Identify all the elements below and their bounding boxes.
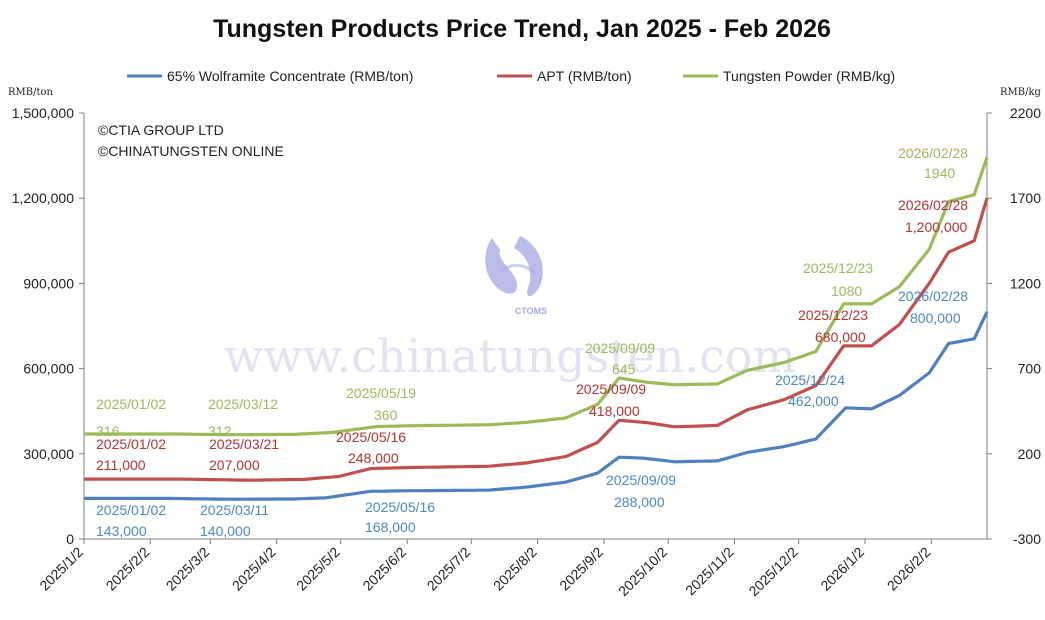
right-tick-label: 1200: [1010, 275, 1041, 291]
right-tick-label: -300: [1013, 531, 1041, 547]
credit-line-1: ©CTIA GROUP LTD: [98, 122, 224, 138]
annotation-date: 2025/05/19: [346, 385, 416, 401]
annotation-date: 2025/05/16: [336, 429, 406, 445]
x-tick-label: 2025/11/2: [682, 544, 737, 599]
annotation-date: 2025/05/16: [365, 499, 435, 515]
annotation-value: 211,000: [96, 457, 146, 473]
right-tick-label: 700: [1018, 361, 1042, 377]
annotation-date: 2025/09/09: [606, 472, 676, 488]
left-tick-label: 1,500,000: [12, 105, 74, 121]
right-tick-label: 200: [1018, 446, 1042, 462]
watermark: CTOMS www.chinatungsten.com: [224, 236, 796, 383]
annotation-value: 1080: [831, 283, 862, 299]
x-tick-label: 2025/6/2: [359, 544, 409, 594]
watermark-text: www.chinatungsten.com: [224, 329, 796, 383]
annotation-value: 1940: [924, 165, 955, 181]
left-tick-label: 300,000: [23, 446, 74, 462]
x-tick-label: 2026/2/2: [884, 544, 934, 594]
left-tick-label: 600,000: [23, 361, 74, 377]
annotation-date: 2025/12/23: [798, 307, 868, 323]
chart-title: Tungsten Products Price Trend, Jan 2025 …: [213, 15, 831, 43]
series-line: [84, 311, 989, 501]
left-tick-label: 0: [66, 531, 74, 547]
annotation-value: 288,000: [614, 494, 665, 510]
annotation-date: 2026/02/28: [898, 145, 968, 161]
series-line: [84, 197, 989, 482]
left-tick-label: 900,000: [23, 275, 74, 291]
annotation-date: 2026/02/28: [898, 288, 968, 304]
annotation-value: 248,000: [348, 450, 399, 466]
credit-line-2: ©CHINATUNGSTEN ONLINE: [98, 143, 284, 159]
annotation-date: 2025/09/09: [585, 340, 655, 356]
annotation-value: 316: [96, 423, 120, 439]
annotation-value: 360: [374, 407, 398, 423]
x-tick-label: 2025/5/2: [293, 544, 343, 594]
annotation-date: 2025/12/24: [775, 372, 845, 388]
annotation-date: 2026/02/28: [898, 197, 968, 213]
x-tick-label: 2025/4/2: [229, 544, 279, 594]
annotation-value: 143,000: [96, 523, 147, 539]
annotation-value: 800,000: [910, 310, 961, 326]
series-line: [84, 156, 989, 437]
annotation-value: 168,000: [365, 519, 416, 535]
right-axis-unit: RMB/kg: [1000, 87, 1042, 98]
annotation-value: 462,000: [788, 393, 839, 409]
x-tick-label: 2025/3/2: [163, 544, 213, 594]
x-tick-label: 2025/7/2: [424, 544, 474, 594]
annotation-date: 2025/09/09: [576, 381, 646, 397]
annotation-value: 645: [612, 361, 636, 377]
series-lines: [84, 156, 989, 501]
annotation-value: 1,200,000: [905, 219, 967, 235]
x-tick-label: 2026/1/2: [817, 544, 867, 594]
left-tick-label: 1,200,000: [12, 190, 74, 206]
right-tick-label: 2200: [1010, 105, 1041, 121]
legend-label: Tungsten Powder (RMB/kg): [723, 68, 895, 84]
left-axis-unit: RMB/ton: [8, 87, 54, 98]
annotations: 2025/01/02 143,000 2025/03/11 140,000 2025/0…: [96, 145, 968, 539]
annotation-date: 2025/01/02: [96, 502, 166, 518]
legend: 65% Wolframite Concentrate (RMB/ton) APT …: [127, 68, 895, 84]
annotation-date: 2025/01/02: [96, 396, 166, 412]
annotation-date: 2025/12/23: [803, 260, 873, 276]
legend-label: 65% Wolframite Concentrate (RMB/ton): [167, 68, 413, 84]
annotation-value: 418,000: [589, 403, 640, 419]
x-tick-label: 2025/1/2: [36, 544, 86, 594]
credits: ©CTIA GROUP LTD ©CHINATUNGSTEN ONLINE: [98, 122, 284, 159]
watermark-logo: CTOMS: [485, 236, 547, 316]
annotation-value: 680,000: [815, 329, 866, 345]
annotation-date: 2025/03/21: [209, 436, 279, 452]
watermark-logo-text: CTOMS: [515, 306, 547, 316]
annotation-date: 2025/01/02: [96, 436, 166, 452]
right-tick-label: 1700: [1010, 190, 1041, 206]
x-tick-label: 2025/10/2: [615, 544, 671, 600]
x-tick-label: 2025/2/2: [103, 544, 153, 594]
annotation-value: 140,000: [200, 523, 251, 539]
annotation-date: 2025/03/11: [200, 502, 269, 518]
legend-label: APT (RMB/ton): [537, 68, 632, 84]
x-tick-label: 2025/9/2: [556, 544, 606, 594]
annotation-value: 312: [208, 423, 232, 439]
x-tick-label: 2025/12/2: [745, 544, 801, 600]
annotation-value: 207,000: [209, 457, 260, 473]
x-tick-label: 2025/8/2: [490, 544, 540, 594]
annotation-date: 2025/03/12: [208, 396, 278, 412]
